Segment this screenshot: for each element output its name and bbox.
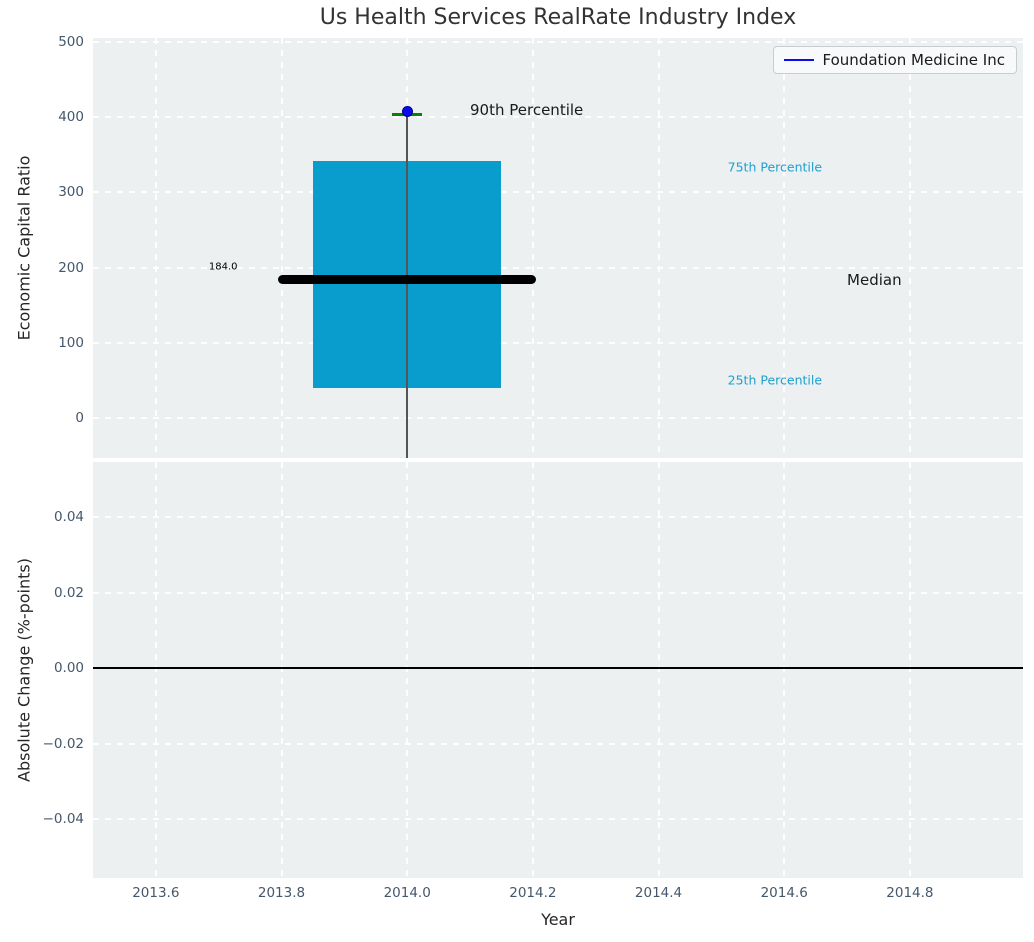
gridline-horizontal [93,417,1023,420]
legend: Foundation Medicine Inc [772,46,1017,74]
gridline-vertical [154,38,157,458]
y-tick-label: 0.04 [53,509,84,526]
annotation-75th-percentile: 75th Percentile [727,159,823,175]
annotation-25th-percentile: 25th Percentile [727,372,823,388]
legend-label: Foundation Medicine Inc [822,51,1005,69]
y-tick-label: 0 [75,410,84,427]
gridline-vertical [280,462,283,878]
top-plot-area: Foundation Medicine Inc 90th Percentile 7… [93,38,1023,458]
x-tick-label: 2014.0 [383,885,431,901]
y-tick-label: 400 [58,109,84,126]
x-axis-label-year: Year [541,910,575,929]
gridline-vertical [531,462,534,878]
gridline-horizontal [93,742,1023,745]
x-tick-label: 2014.6 [760,885,808,901]
gridline-vertical [531,38,534,458]
gridline-horizontal [93,516,1023,519]
annotation-184-0: 184.0 [208,261,238,273]
gridline-vertical [154,462,157,878]
gridline-vertical [783,38,786,458]
chart-title: Us Health Services RealRate Industry Ind… [319,5,797,30]
company-point [401,105,413,117]
gridline-horizontal [93,818,1023,821]
gridline-horizontal [93,40,1023,43]
gridline-vertical [280,38,283,458]
x-tick-label: 2013.8 [257,885,306,901]
y-tick-label: −0.04 [42,811,84,828]
x-tick-label: 2014.2 [509,885,557,901]
y-axis-label-economic-capital-ratio: Economic Capital Ratio [14,155,34,341]
zero-line [93,667,1023,670]
annotation-median: Median [847,270,902,289]
y-axis-label-absolute-change: Absolute Change (%-points) [14,558,34,782]
gridline-vertical [406,462,409,878]
gridline-vertical [908,38,911,458]
median-line [278,275,536,285]
gridline-horizontal [93,191,1023,194]
y-tick-label: 300 [58,184,84,201]
y-tick-label: 100 [58,334,84,351]
x-tick-label: 2013.6 [132,885,180,901]
gridline-vertical [657,38,660,458]
whisker-line [406,114,409,458]
gridline-horizontal [93,116,1023,119]
y-tick-label: 200 [58,259,84,276]
x-tick-label: 2014.4 [634,885,683,901]
y-tick-label: 0.02 [53,584,84,601]
gridline-horizontal [93,341,1023,344]
gridline-horizontal [93,266,1023,269]
gridline-vertical [908,462,911,878]
bottom-plot-area [93,462,1023,878]
y-tick-label: 500 [58,33,84,50]
x-tick-label: 2014.8 [886,885,934,901]
y-tick-label: 0.00 [53,660,84,677]
gridline-vertical [783,462,786,878]
legend-line-sample [783,59,814,61]
y-tick-label: −0.02 [42,735,84,752]
gridline-horizontal [93,591,1023,594]
annotation-90th-percentile: 90th Percentile [470,100,584,119]
gridline-vertical [657,462,660,878]
